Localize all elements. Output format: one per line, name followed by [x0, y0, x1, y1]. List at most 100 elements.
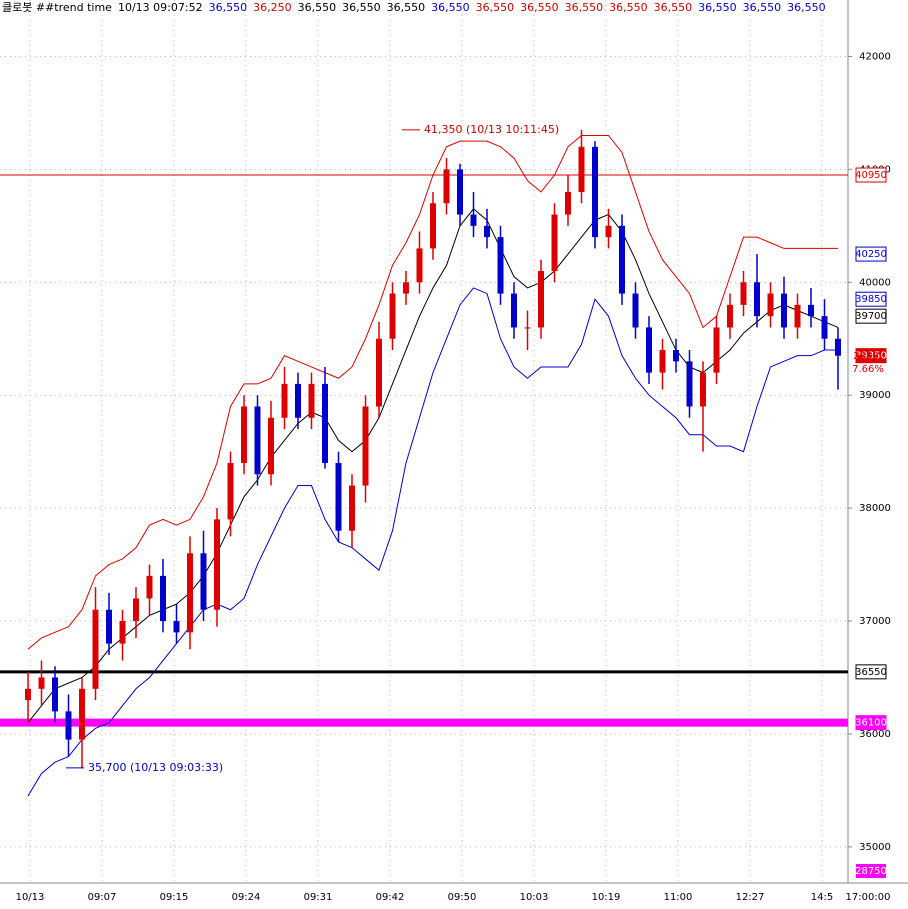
candle-body [794, 304, 801, 328]
header-item: 10/13 09:07:52 [118, 1, 203, 14]
candle-body [322, 383, 328, 463]
candle-body [578, 146, 585, 192]
x-tick-label: 11:00 [664, 892, 693, 903]
candle-body [713, 327, 720, 373]
candle-body [470, 214, 477, 226]
candle-body [646, 327, 652, 373]
x-tick-label: 10:03 [520, 892, 549, 903]
bottom-marker-box [856, 864, 886, 878]
candle-body [619, 225, 625, 294]
candle-body [200, 553, 207, 610]
candle-body [281, 383, 288, 418]
price-marker-box [855, 291, 887, 307]
price-marker: 40950 [855, 170, 887, 181]
annotation: 35,700 (10/13 09:03:33) [88, 761, 223, 774]
price-marker-box [855, 664, 887, 680]
candle-body [79, 688, 85, 740]
header-item: 36,550 [209, 1, 248, 14]
change: 2800 [853, 351, 878, 362]
header-item: 36,550 [431, 1, 470, 14]
header-item: 36,550 [698, 1, 737, 14]
header-item: 36,550 [342, 1, 381, 14]
price-marker: 39350 [855, 351, 887, 362]
price-marker: 39850 [855, 294, 887, 305]
annotation: 41,350 (10/13 10:11:45) [424, 123, 559, 136]
candle-body [740, 282, 747, 305]
candle-body [308, 383, 315, 418]
candle-body [38, 677, 45, 689]
candle-body [754, 282, 760, 317]
candle-body [133, 598, 139, 622]
candle-body [214, 519, 220, 610]
candle-body [835, 338, 841, 356]
candle-body [727, 304, 733, 328]
candle-body [65, 711, 72, 740]
price-marker-box [855, 167, 887, 183]
x-tick-label: 10:19 [592, 892, 621, 903]
y-tick-label: 38000 [859, 503, 891, 514]
candle-body [686, 361, 693, 407]
candle-body [349, 485, 355, 531]
candle-body [241, 406, 247, 463]
candle-body [821, 316, 828, 339]
candle-body [227, 462, 234, 520]
candle-body [565, 191, 571, 215]
header-item: 36,550 [787, 1, 826, 14]
candle-body [592, 146, 598, 238]
x-tick-label: 09:31 [304, 892, 333, 903]
price-marker: 40250 [855, 249, 887, 260]
candle-body [673, 350, 679, 362]
candle-body [605, 225, 612, 238]
candle-body [430, 203, 436, 249]
x-tick-label: 09:15 [160, 892, 189, 903]
header-item: 36,550 [476, 1, 515, 14]
header-item: 36,550 [609, 1, 648, 14]
price-marker: 36550 [855, 667, 887, 678]
price-marker: 39700 [855, 311, 887, 322]
candle-body [92, 609, 99, 689]
candle-body [146, 575, 153, 599]
x-tick-label: 12:27 [736, 892, 765, 903]
header-item: 36,550 [743, 1, 782, 14]
candle-body [700, 372, 706, 407]
header-item: 36,550 [565, 1, 604, 14]
candle-body [538, 270, 544, 328]
candle-body [457, 169, 463, 215]
x-tick-label: 09:42 [376, 892, 405, 903]
y-tick-label: 37000 [859, 616, 891, 627]
price-marker: 36100 [855, 718, 887, 729]
candle-body [268, 417, 274, 475]
candle-body [376, 338, 382, 407]
candle-body [106, 609, 112, 644]
candle-body [173, 621, 180, 633]
candle-body [808, 304, 814, 317]
candle-body [524, 327, 531, 329]
candle-body [659, 350, 666, 373]
candle-body [767, 293, 774, 317]
x-tick-label: 09:24 [232, 892, 261, 903]
header-item: 36,550 [298, 1, 337, 14]
candle-body [497, 237, 504, 294]
x-tick-label: 09:07 [88, 892, 117, 903]
candle-body [25, 688, 31, 701]
candle-body [295, 383, 301, 418]
band-line [27, 134, 838, 650]
y-tick-label: 36000 [859, 729, 891, 740]
price-marker-box [855, 308, 887, 324]
candle-body [781, 293, 787, 328]
candle-body [632, 293, 639, 328]
candle-body [403, 282, 409, 294]
y-tick-label: 40000 [859, 277, 891, 288]
header-item: 36,550 [520, 1, 559, 14]
candle-body [551, 214, 558, 271]
time-label: 17:00:00 [846, 892, 891, 903]
x-tick-label: 09:50 [448, 892, 477, 903]
header-item: 클로봇 ##trend time [2, 1, 112, 14]
header-item: 36,250 [253, 1, 292, 14]
header-item: 36,550 [387, 1, 426, 14]
y-tick-label: 39000 [859, 390, 891, 401]
price-marker-box [855, 715, 887, 731]
price-marker-box [855, 348, 887, 364]
